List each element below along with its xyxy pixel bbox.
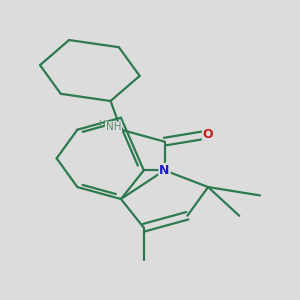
Text: NH: NH: [106, 122, 121, 132]
Text: N: N: [159, 164, 170, 177]
Text: O: O: [203, 128, 213, 141]
Text: H: H: [98, 120, 105, 129]
